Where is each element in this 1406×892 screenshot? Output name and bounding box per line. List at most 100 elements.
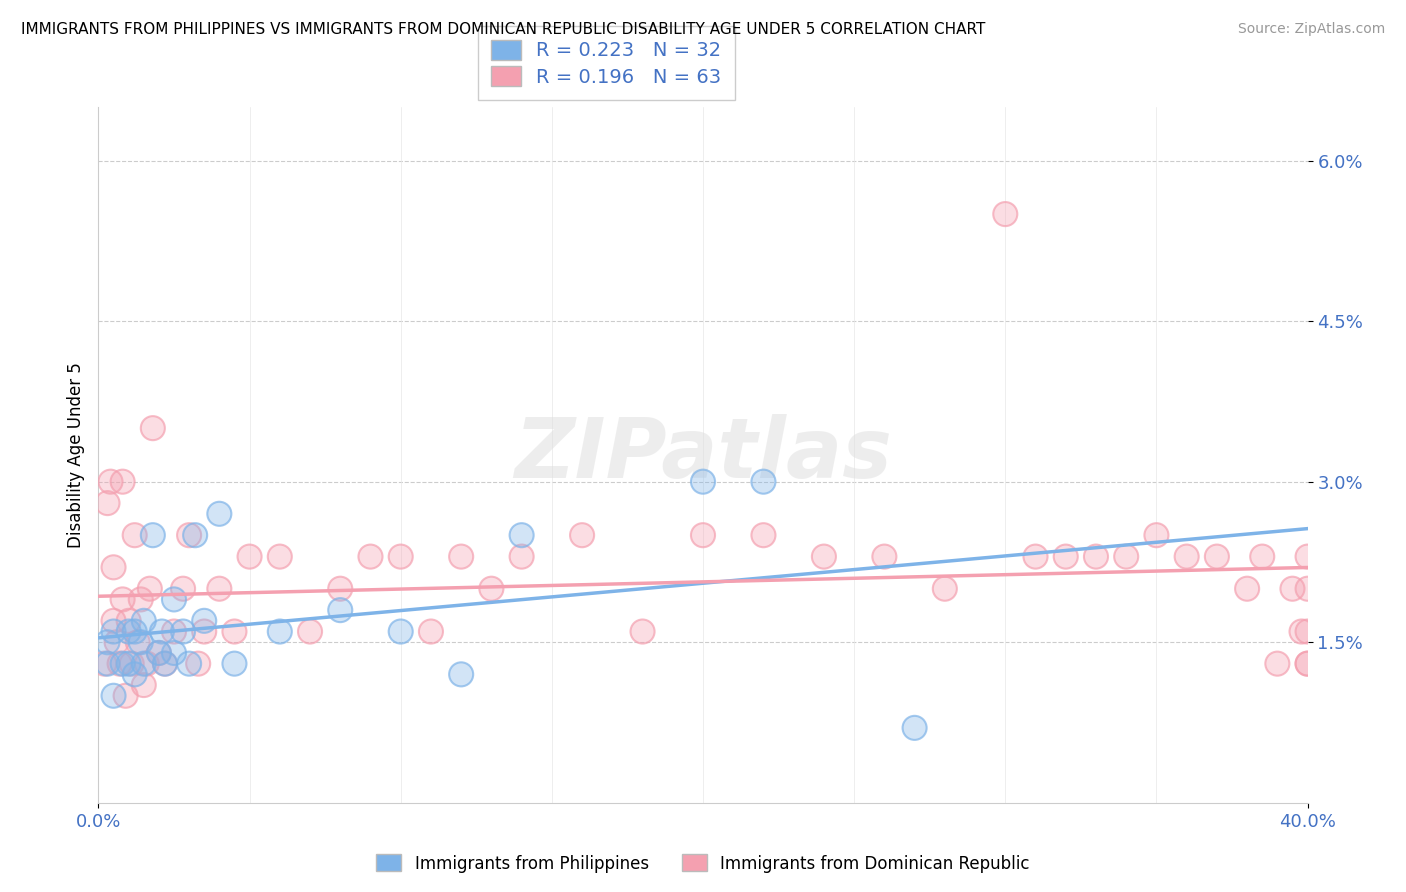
Point (187, 657, 209, 671)
Point (450, 549, 472, 564)
Point (1296, 657, 1319, 671)
Point (208, 507, 231, 521)
Point (1296, 549, 1319, 564)
Point (129, 592, 152, 607)
Point (1296, 624, 1319, 639)
Point (420, 624, 443, 639)
Point (124, 624, 146, 639)
Point (111, 657, 134, 671)
Point (129, 635, 152, 649)
Point (193, 614, 215, 628)
Point (1236, 582, 1258, 596)
Point (904, 721, 927, 735)
Point (1291, 624, 1313, 639)
Point (93, 657, 115, 671)
Point (450, 667, 472, 681)
Point (360, 549, 382, 564)
Point (148, 646, 170, 660)
Point (132, 678, 155, 692)
Point (132, 657, 155, 671)
Point (752, 475, 775, 489)
Point (224, 657, 246, 671)
Point (105, 635, 128, 649)
Point (224, 624, 246, 639)
Point (179, 528, 201, 542)
Point (1115, 549, 1137, 564)
Point (124, 667, 146, 681)
Point (269, 549, 291, 564)
Point (1281, 582, 1303, 596)
Point (142, 421, 165, 435)
Point (96, 496, 118, 510)
Point (114, 689, 136, 703)
Point (124, 667, 146, 681)
Point (269, 549, 291, 564)
Point (132, 678, 155, 692)
Point (224, 624, 246, 639)
Point (1296, 657, 1319, 671)
Point (1206, 549, 1229, 564)
Point (103, 624, 125, 639)
Point (571, 528, 593, 542)
Point (150, 624, 173, 639)
Point (96, 635, 118, 649)
Text: IMMIGRANTS FROM PHILIPPINES VS IMMIGRANTS FROM DOMINICAN REPUBLIC DISABILITY AGE: IMMIGRANTS FROM PHILIPPINES VS IMMIGRANT… (21, 22, 986, 37)
Point (179, 657, 201, 671)
Point (510, 549, 533, 564)
Point (208, 582, 231, 596)
Point (96, 657, 118, 671)
Point (1024, 549, 1046, 564)
Point (1144, 528, 1167, 542)
Point (329, 603, 352, 617)
Point (994, 207, 1017, 221)
Point (389, 549, 412, 564)
Point (179, 528, 201, 542)
Point (132, 657, 155, 671)
Point (124, 528, 146, 542)
Point (142, 421, 165, 435)
Point (1175, 549, 1198, 564)
Point (299, 624, 322, 639)
Point (873, 549, 896, 564)
Point (111, 592, 134, 607)
Point (873, 549, 896, 564)
Point (129, 635, 152, 649)
Point (239, 549, 262, 564)
Point (631, 624, 654, 639)
Point (150, 624, 173, 639)
Point (1085, 549, 1108, 564)
Point (813, 549, 835, 564)
Point (163, 624, 186, 639)
Point (184, 528, 207, 542)
Point (100, 475, 122, 489)
Point (360, 549, 382, 564)
Point (172, 624, 194, 639)
Point (994, 207, 1017, 221)
Point (153, 657, 176, 671)
Point (692, 528, 714, 542)
Point (103, 689, 125, 703)
Point (148, 646, 170, 660)
Point (132, 614, 155, 628)
Point (139, 582, 162, 596)
Point (193, 624, 215, 639)
Point (111, 592, 134, 607)
Point (481, 582, 503, 596)
Point (111, 657, 134, 671)
Point (135, 657, 157, 671)
Point (1175, 549, 1198, 564)
Point (329, 603, 352, 617)
Y-axis label: Disability Age Under 5: Disability Age Under 5 (66, 362, 84, 548)
Point (163, 624, 186, 639)
Point (1296, 549, 1319, 564)
Point (450, 667, 472, 681)
Point (1251, 549, 1274, 564)
Point (269, 624, 291, 639)
Point (208, 507, 231, 521)
Point (299, 624, 322, 639)
Point (108, 657, 131, 671)
Point (329, 582, 352, 596)
Point (103, 560, 125, 574)
Point (163, 646, 186, 660)
Legend: Immigrants from Philippines, Immigrants from Dominican Republic: Immigrants from Philippines, Immigrants … (370, 847, 1036, 880)
